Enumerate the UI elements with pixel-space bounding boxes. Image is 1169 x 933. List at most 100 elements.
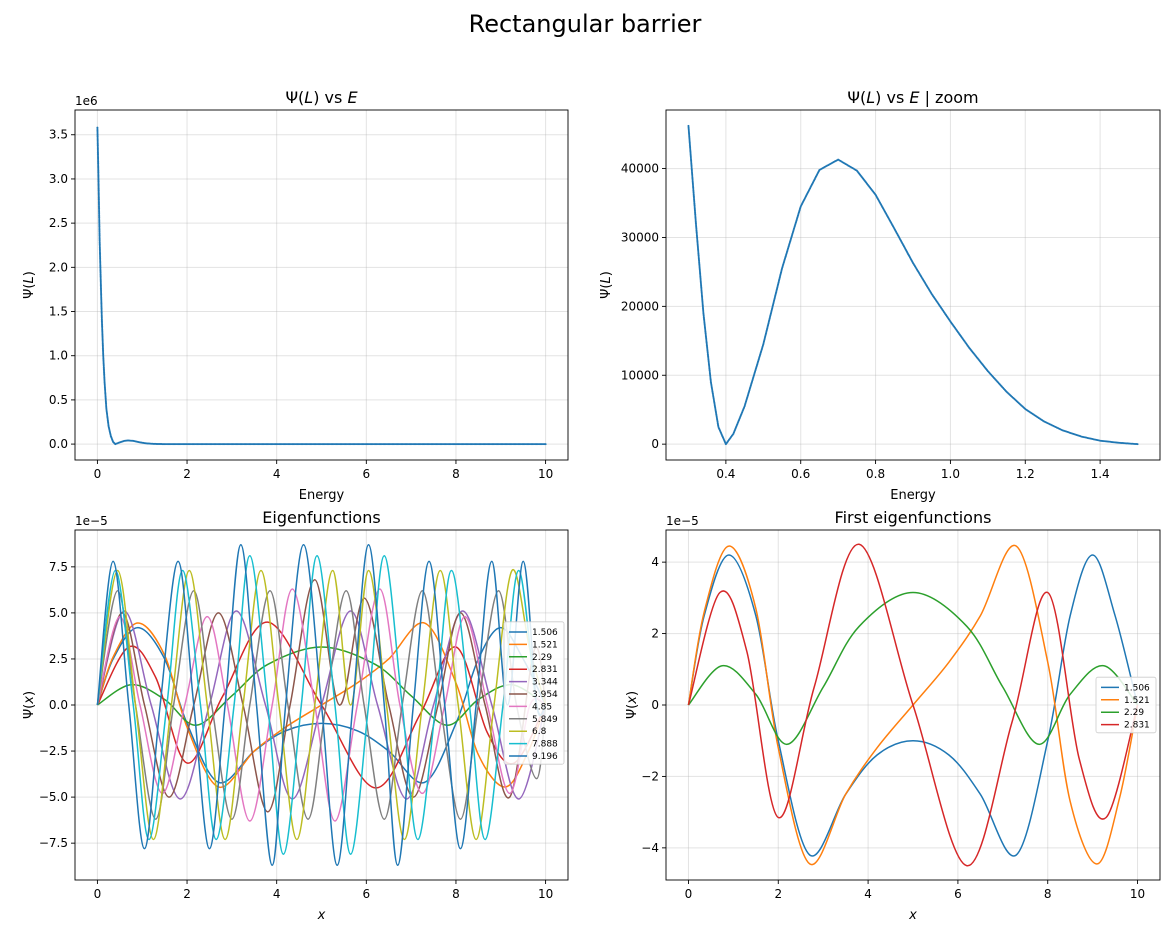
chart-p3-legend-label: 3.954 xyxy=(532,690,558,700)
chart-p3-y-tick-label: 5.0 xyxy=(49,606,68,620)
chart-p1-axes-frame xyxy=(74,109,569,461)
chart-p4-x-tick-label: 10 xyxy=(1130,887,1145,901)
chart-p1-y-tick-label: 2.0 xyxy=(49,260,68,274)
chart-p2-x-tick-label: 0.8 xyxy=(866,467,885,481)
chart-p4-legend-label: 2.29 xyxy=(1124,708,1144,718)
chart-p4-y-tick-label: −2 xyxy=(641,769,659,783)
chart-p3-plot-area xyxy=(96,543,547,867)
chart-p1-y-tick-label: 2.5 xyxy=(49,216,68,230)
chart-p2-axes-frame xyxy=(665,109,1161,461)
chart-p3-x-tick-label: 0 xyxy=(94,887,102,901)
chart-p3-series-line-9 xyxy=(96,555,547,855)
chart-p2: 0.4 0.6 0.8 1.0 1.2 1.4 0 10000 20000 30000 40000 Ψ… xyxy=(599,88,1161,503)
chart-p3-y-tick-label: −2.5 xyxy=(39,744,68,758)
chart-p2-point xyxy=(1136,443,1139,446)
chart-p2-x-tick-label: 1.0 xyxy=(941,467,960,481)
chart-p1-y-tick-label: 1.0 xyxy=(49,349,68,363)
chart-p3-x-axis-label: x xyxy=(317,908,326,923)
chart-p3-x-tick-label: 4 xyxy=(273,887,281,901)
chart-p3-legend-label: 5.849 xyxy=(532,715,558,725)
chart-p4-legend: 1.506 1.521 2.29 2.831 xyxy=(1095,676,1157,734)
chart-p4-y-tick-label: 2 xyxy=(651,627,659,641)
chart-p2-y-tick-label: 40000 xyxy=(621,162,659,176)
chart-p1-y-axis-label: Ψ(L) xyxy=(22,271,37,299)
figure-suptitle: Rectangular barrier xyxy=(469,10,702,38)
chart-p2-title: Ψ(L) vs E | zoom xyxy=(847,88,978,107)
chart-p1-point xyxy=(544,443,547,446)
chart-p4-x-axis-label: x xyxy=(908,908,917,923)
chart-p3-legend-label: 2.29 xyxy=(532,653,552,663)
chart-p3: 0 2 4 6 8 10 −7.5 −5.0 −2.5 0.0 2.5 5.0 7.5 1e−5 Eigen… xyxy=(22,508,569,923)
chart-p4-series-line-3 xyxy=(687,543,1139,867)
chart-p3-legend-label: 7.888 xyxy=(532,740,558,750)
chart-p4-y-axis-label: Ψ(x) xyxy=(625,691,640,719)
chart-p1-x-axis-label: Energy xyxy=(299,488,345,503)
chart-p3-legend-label: 2.831 xyxy=(532,665,558,675)
chart-p3-x-tick-label: 6 xyxy=(362,887,370,901)
chart-p3-legend-label: 4.85 xyxy=(532,702,552,712)
chart-p4-series-line-0 xyxy=(687,554,1139,857)
chart-p4-y-tick-label: 4 xyxy=(651,555,659,569)
chart-p1-plot-area xyxy=(96,126,547,446)
chart-p2-y-axis-label: Ψ(L) xyxy=(599,271,614,299)
chart-p1-y-tick-label: 3.0 xyxy=(49,172,68,186)
chart-p3-x-tick-label: 8 xyxy=(452,887,460,901)
chart-p3-y-tick-label: 2.5 xyxy=(49,652,68,666)
chart-p3-y-tick-label: 7.5 xyxy=(49,560,68,574)
chart-p1-x-tick-label: 8 xyxy=(452,467,460,481)
chart-p3-y-tick-label: −5.0 xyxy=(39,790,68,804)
chart-p1-y-tick-label: 1.5 xyxy=(49,305,68,319)
chart-p3-legend-label: 9.196 xyxy=(532,752,558,762)
chart-p3-legend-label: 3.344 xyxy=(532,678,558,688)
chart-p4-plot-area xyxy=(687,543,1139,867)
chart-p2-plot-area xyxy=(687,124,1139,446)
chart-p4-x-tick-label: 0 xyxy=(685,887,693,901)
chart-p2-x-tick-label: 0.4 xyxy=(716,467,735,481)
chart-p4-legend-label: 1.506 xyxy=(1124,683,1150,693)
chart-p1-x-tick-label: 4 xyxy=(273,467,281,481)
chart-p1-x-tick-label: 2 xyxy=(183,467,191,481)
chart-p1-offset-text: 1e6 xyxy=(75,94,98,108)
chart-p1-y-tick-label: 3.5 xyxy=(49,128,68,142)
chart-p4: 0 2 4 6 8 10 −4 −2 0 2 4 1e−5 First eigenfunctions x Ψ… xyxy=(625,508,1161,923)
chart-p1-y-tick-label: 0.0 xyxy=(49,437,68,451)
chart-p2-y-tick-label: 10000 xyxy=(621,368,659,382)
chart-p2-x-tick-label: 0.6 xyxy=(791,467,810,481)
chart-p4-legend-label: 2.831 xyxy=(1124,721,1150,731)
chart-p4-x-tick-label: 4 xyxy=(864,887,872,901)
chart-p2-y-tick-label: 30000 xyxy=(621,230,659,244)
chart-p3-y-tick-label: −7.5 xyxy=(39,836,68,850)
chart-p4-title: First eigenfunctions xyxy=(835,508,992,527)
chart-p4-offset-text: 1e−5 xyxy=(666,514,699,528)
chart-p3-series-line-10 xyxy=(96,543,547,867)
chart-p4-y-tick-label: 0 xyxy=(651,698,659,712)
chart-p2-x-tick-label: 1.4 xyxy=(1091,467,1110,481)
chart-p2-y-tick-label: 20000 xyxy=(621,299,659,313)
chart-p3-legend-label: 1.506 xyxy=(532,628,558,638)
chart-p4-y-tick-label: −4 xyxy=(641,841,659,855)
chart-p1-x-tick-label: 0 xyxy=(94,467,102,481)
chart-p2-x-tick-label: 1.2 xyxy=(1016,467,1035,481)
chart-p1: 0 2 4 6 8 10 0.0 0.5 1.0 1.5 2.0 2.5 3.0 3.5 1e6 Ψ(L) v… xyxy=(22,88,569,503)
chart-p3-series-line-6 xyxy=(96,588,546,822)
chart-p1-x-tick-label: 6 xyxy=(362,467,370,481)
chart-p1-title: Ψ(L) vs E xyxy=(285,88,358,107)
chart-p3-legend-label: 1.521 xyxy=(532,640,558,650)
chart-p1-x-tick-label: 10 xyxy=(538,467,553,481)
chart-p3-offset-text: 1e−5 xyxy=(75,514,108,528)
chart-p3-x-tick-label: 2 xyxy=(183,887,191,901)
chart-p2-y-tick-label: 0 xyxy=(651,437,659,451)
chart-p4-legend-box xyxy=(1095,676,1157,734)
chart-p3-y-tick-label: 0.0 xyxy=(49,698,68,712)
chart-p4-x-tick-label: 6 xyxy=(954,887,962,901)
chart-p4-legend-label: 1.521 xyxy=(1124,696,1150,706)
chart-p3-title: Eigenfunctions xyxy=(262,508,380,527)
chart-p3-series-line-5 xyxy=(96,578,547,813)
chart-p4-x-tick-label: 2 xyxy=(774,887,782,901)
chart-p3-x-tick-label: 10 xyxy=(538,887,553,901)
chart-p1-y-tick-label: 0.5 xyxy=(49,393,68,407)
chart-p4-x-tick-label: 8 xyxy=(1044,887,1052,901)
chart-p3-legend-label: 6.8 xyxy=(532,727,547,737)
chart-p2-x-axis-label: Energy xyxy=(890,488,936,503)
